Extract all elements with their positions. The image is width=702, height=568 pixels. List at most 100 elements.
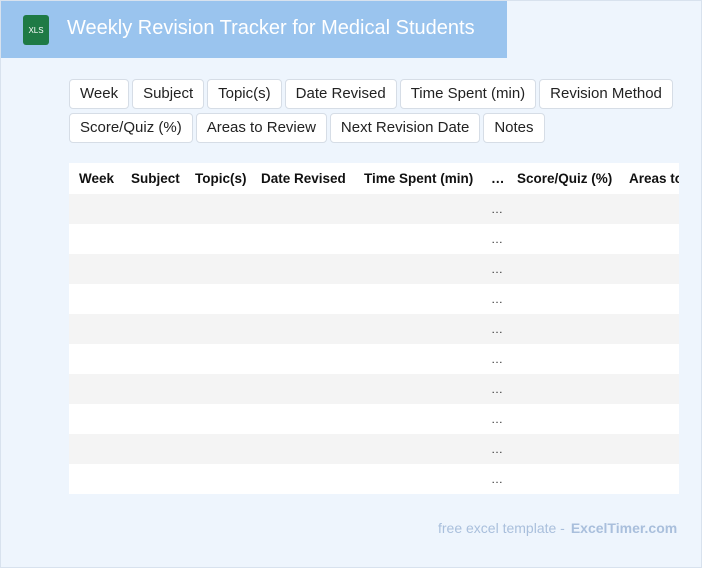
table-cell <box>354 464 481 494</box>
table-cell <box>251 434 354 464</box>
table-cell <box>121 254 185 284</box>
table-cell <box>507 404 619 434</box>
table-cell <box>69 344 121 374</box>
table-cell: … <box>481 194 507 224</box>
table-cell <box>619 374 679 404</box>
table-cell <box>69 224 121 254</box>
table-cell <box>251 404 354 434</box>
table-cell: … <box>481 374 507 404</box>
table-cell <box>69 464 121 494</box>
table-cell <box>251 284 354 314</box>
footer: free excel template - ExcelTimer.com <box>438 520 677 536</box>
table-cell <box>251 464 354 494</box>
table-row: … <box>69 194 679 224</box>
table-cell <box>619 344 679 374</box>
table-cell <box>507 374 619 404</box>
table-cell: … <box>481 434 507 464</box>
table-cell <box>251 344 354 374</box>
table-cell <box>185 194 251 224</box>
table-cell <box>507 344 619 374</box>
table-cell <box>354 284 481 314</box>
table-cell <box>354 254 481 284</box>
field-chip: Notes <box>483 113 545 143</box>
table-cell <box>121 344 185 374</box>
table-wrap: Week Subject Topic(s) Date Revised Time Spen… <box>69 163 679 494</box>
table-cell <box>121 464 185 494</box>
table-cell: … <box>481 254 507 284</box>
column-header: Subject <box>121 163 185 194</box>
table-cell <box>619 194 679 224</box>
table-cell: … <box>481 224 507 254</box>
table-row: … <box>69 314 679 344</box>
table-row: … <box>69 344 679 374</box>
table-cell <box>69 284 121 314</box>
table-cell <box>69 314 121 344</box>
table-body: ………………………… <box>69 194 679 494</box>
table-cell <box>619 404 679 434</box>
field-chip: Time Spent (min) <box>399 79 537 109</box>
column-header: … <box>481 163 507 194</box>
table-cell <box>185 374 251 404</box>
table-cell <box>354 434 481 464</box>
table-cell <box>507 314 619 344</box>
table-cell: … <box>481 344 507 374</box>
header-bar: XLS Weekly Revision Tracker for Medical … <box>1 1 507 58</box>
header-row: Week Subject Topic(s) Date Revised Time Spen… <box>69 163 679 194</box>
table-cell: … <box>481 464 507 494</box>
table-cell: … <box>481 314 507 344</box>
column-header: Date Revised <box>251 163 354 194</box>
field-chip: Revision Method <box>539 79 673 109</box>
table-cell <box>185 434 251 464</box>
field-chip: Score/Quiz (%) <box>69 113 193 143</box>
table-cell <box>69 404 121 434</box>
table-cell <box>251 194 354 224</box>
table-cell <box>507 464 619 494</box>
table-cell <box>354 314 481 344</box>
table-cell <box>619 314 679 344</box>
table-cell <box>69 434 121 464</box>
table-cell <box>69 374 121 404</box>
table-cell <box>619 284 679 314</box>
table-cell <box>121 434 185 464</box>
table-cell <box>121 194 185 224</box>
table-cell <box>619 224 679 254</box>
table-row: … <box>69 254 679 284</box>
field-chip: Week <box>69 79 130 109</box>
table-cell <box>185 254 251 284</box>
table-cell <box>121 404 185 434</box>
table-cell <box>354 374 481 404</box>
field-list: Week Subject Topic(s) Date Revised Time Spen… <box>69 79 679 143</box>
table-row: … <box>69 404 679 434</box>
column-header: Week <box>69 163 121 194</box>
table-cell <box>354 194 481 224</box>
table-cell <box>121 224 185 254</box>
column-header: Score/Quiz (%) <box>507 163 619 194</box>
table: Week Subject Topic(s) Date Revised Time Spen… <box>69 163 679 494</box>
table-cell <box>507 254 619 284</box>
brand[interactable]: ExcelTimer.com <box>570 520 678 536</box>
table-cell <box>354 224 481 254</box>
field-chip: Subject <box>132 79 205 109</box>
file-icon: XLS <box>23 15 49 45</box>
table-cell <box>185 344 251 374</box>
table-cell <box>619 464 679 494</box>
table-row: … <box>69 464 679 494</box>
footer-text: free excel template - <box>438 520 565 536</box>
table-cell <box>69 194 121 224</box>
field-chip: Areas to Review <box>195 113 327 143</box>
table-cell <box>69 254 121 284</box>
column-header: Topic(s) <box>185 163 251 194</box>
table-row: … <box>69 374 679 404</box>
table-cell <box>507 284 619 314</box>
table-cell: … <box>481 284 507 314</box>
table-cell <box>251 314 354 344</box>
table-cell <box>354 344 481 374</box>
table-cell <box>251 254 354 284</box>
column-header: Time Spent (min) <box>354 163 481 194</box>
table-cell <box>185 224 251 254</box>
table-row: … <box>69 434 679 464</box>
table-cell <box>121 314 185 344</box>
table-cell <box>121 284 185 314</box>
column-header: Areas to Review <box>619 163 679 194</box>
table-cell <box>507 224 619 254</box>
